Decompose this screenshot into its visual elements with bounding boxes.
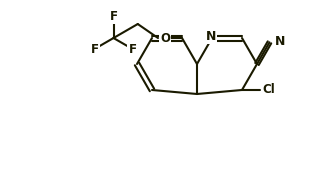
- Text: F: F: [128, 43, 137, 56]
- Text: N: N: [274, 35, 285, 48]
- Text: N: N: [206, 30, 216, 43]
- Text: O: O: [160, 31, 170, 44]
- Text: Cl: Cl: [262, 83, 275, 96]
- Text: F: F: [90, 43, 98, 56]
- Text: F: F: [110, 10, 117, 23]
